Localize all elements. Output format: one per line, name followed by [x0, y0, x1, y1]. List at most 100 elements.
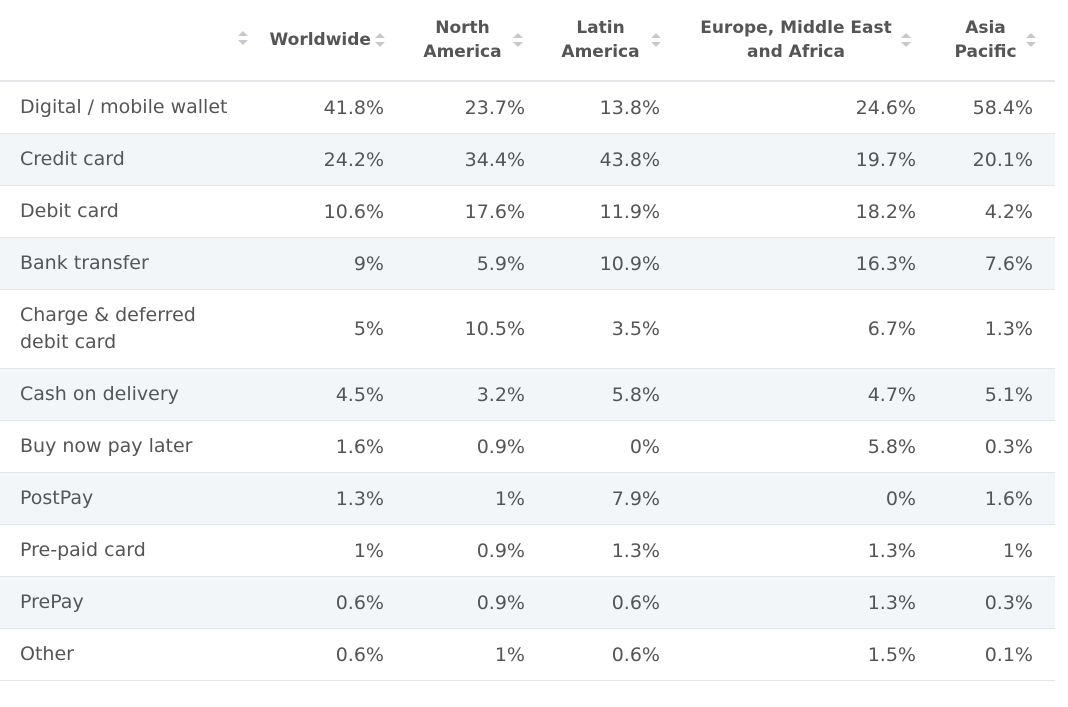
header-cell[interactable]: North America	[400, 0, 541, 82]
row-label: Credit card	[20, 148, 125, 170]
header-cell[interactable]: Europe, Middle East and Africa	[676, 0, 932, 82]
header-text: Asia Pacific	[954, 18, 1017, 62]
value-cell: 0%	[676, 472, 932, 525]
cell-value: 24.2%	[323, 148, 384, 171]
cell-value: 0.9%	[476, 435, 525, 458]
table-row: Debit card 10.6% 17.6% 11.9% 18.2% 4.2%	[0, 185, 1055, 238]
header-wrap	[237, 28, 249, 48]
cell-value: 16.3%	[855, 252, 916, 275]
row-label: Debit card	[20, 200, 119, 222]
value-cell: 5%	[255, 289, 400, 369]
cell-value: 1%	[1002, 539, 1033, 562]
row-label-cell: Cash on delivery	[0, 368, 255, 421]
cell-value: 1.3%	[335, 487, 384, 510]
cell-value: 4.2%	[984, 200, 1033, 223]
row-label-cell: PrePay	[0, 576, 255, 629]
row-label: Bank transfer	[20, 252, 149, 274]
cell-value: 0.6%	[335, 643, 384, 666]
cell-value: 5.8%	[611, 383, 660, 406]
cell-value: 1%	[353, 539, 384, 562]
value-cell: 58.4%	[932, 81, 1055, 134]
cell-value: 7.9%	[611, 487, 660, 510]
row-label-cell: Credit card	[0, 133, 255, 186]
sort-icon[interactable]	[512, 30, 524, 50]
value-cell: 0.6%	[541, 576, 676, 629]
cell-value: 19.7%	[855, 148, 916, 171]
cell-value: 0.6%	[611, 643, 660, 666]
header-text: North America	[423, 18, 502, 62]
cell-value: 5.1%	[984, 383, 1033, 406]
value-cell: 5.8%	[676, 420, 932, 473]
value-cell: 0.3%	[932, 420, 1055, 473]
cell-value: 23.7%	[464, 96, 525, 119]
value-cell: 1.3%	[255, 472, 400, 525]
header-row: Worldwide North America Latin America Europ…	[0, 0, 1055, 82]
value-cell: 1%	[255, 524, 400, 577]
value-cell: 18.2%	[676, 185, 932, 238]
cell-value: 18.2%	[855, 200, 916, 223]
value-cell: 3.2%	[400, 368, 541, 421]
value-cell: 0.6%	[541, 628, 676, 681]
cell-value: 1.3%	[611, 539, 660, 562]
header-text: Latin America	[561, 18, 640, 62]
value-cell: 4.5%	[255, 368, 400, 421]
value-cell: 7.9%	[541, 472, 676, 525]
value-cell: 17.6%	[400, 185, 541, 238]
header-cell[interactable]: Latin America	[541, 0, 676, 82]
sort-icon[interactable]	[650, 30, 662, 50]
table-row: Credit card 24.2% 34.4% 43.8% 19.7% 20.1%	[0, 133, 1055, 186]
cell-value: 5.8%	[867, 435, 916, 458]
cell-value: 9%	[353, 252, 384, 275]
header-cell[interactable]: Worldwide	[255, 0, 400, 82]
header-text: Europe, Middle East and Africa	[700, 18, 892, 62]
cell-value: 0.9%	[476, 539, 525, 562]
value-cell: 41.8%	[255, 81, 400, 134]
row-label: Other	[20, 643, 74, 665]
table-row: Digital / mobile wallet 41.8% 23.7% 13.8% 24…	[0, 81, 1055, 134]
header-wrap: Latin America	[556, 16, 662, 64]
cell-value: 13.8%	[599, 96, 660, 119]
value-cell: 0.3%	[932, 576, 1055, 629]
row-label-cell: PostPay	[0, 472, 255, 525]
cell-value: 0%	[885, 487, 916, 510]
cell-value: 0.6%	[335, 591, 384, 614]
sort-icon[interactable]	[374, 30, 386, 50]
value-cell: 1%	[400, 628, 541, 681]
sort-icon[interactable]	[237, 28, 249, 48]
value-cell: 1.3%	[676, 576, 932, 629]
cell-value: 1.6%	[984, 487, 1033, 510]
value-cell: 1.3%	[676, 524, 932, 577]
value-cell: 1.6%	[255, 420, 400, 473]
row-label: Charge & deferred debit card	[20, 304, 196, 353]
value-cell: 5.9%	[400, 237, 541, 290]
row-label-cell: Charge & deferred debit card	[0, 289, 255, 369]
cell-value: 1%	[494, 643, 525, 666]
cell-value: 3.2%	[476, 383, 525, 406]
table-row: PostPay 1.3% 1% 7.9% 0% 1.6%	[0, 472, 1055, 525]
row-label-cell: Bank transfer	[0, 237, 255, 290]
sort-icon[interactable]	[1025, 30, 1037, 50]
row-label-cell: Digital / mobile wallet	[0, 81, 255, 134]
table-row: Bank transfer 9% 5.9% 10.9% 16.3% 7.6%	[0, 237, 1055, 290]
value-cell: 23.7%	[400, 81, 541, 134]
sort-icon[interactable]	[900, 30, 912, 50]
header-cell[interactable]: Asia Pacific	[932, 0, 1055, 82]
cell-value: 41.8%	[323, 96, 384, 119]
row-label: Pre-paid card	[20, 539, 146, 561]
table-row: Buy now pay later 1.6% 0.9% 0% 5.8% 0.3%	[0, 420, 1055, 473]
header-text: Worldwide	[269, 30, 371, 50]
value-cell: 1.6%	[932, 472, 1055, 525]
value-cell: 19.7%	[676, 133, 932, 186]
value-cell: 0.1%	[932, 628, 1055, 681]
cell-value: 0.6%	[611, 591, 660, 614]
value-cell: 11.9%	[541, 185, 676, 238]
value-cell: 20.1%	[932, 133, 1055, 186]
value-cell: 24.6%	[676, 81, 932, 134]
value-cell: 16.3%	[676, 237, 932, 290]
cell-value: 34.4%	[464, 148, 525, 171]
cell-value: 1.6%	[335, 435, 384, 458]
cell-value: 11.9%	[599, 200, 660, 223]
value-cell: 10.9%	[541, 237, 676, 290]
header-cell[interactable]	[0, 0, 255, 82]
